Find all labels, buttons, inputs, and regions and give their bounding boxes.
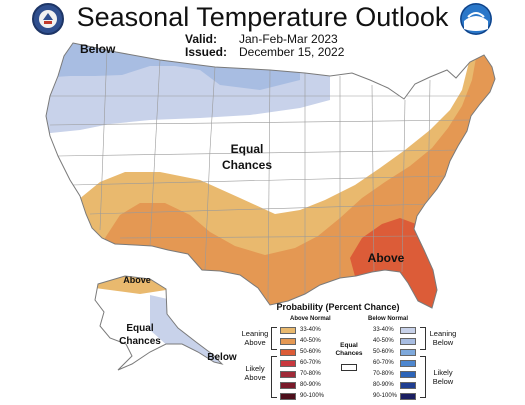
label-below-nw: Below <box>80 42 116 56</box>
below-range-label-5: 80-90% <box>373 382 394 388</box>
above-range-label-5: 80-90% <box>300 382 321 388</box>
label-equal-chances-1: Equal <box>231 142 264 156</box>
below-swatch-6 <box>400 393 416 400</box>
legend-leaning-above: Leaning Above <box>240 329 270 347</box>
legend-equal-chances: Equal Chances <box>334 342 364 358</box>
label-equal-chances-2: Chances <box>222 158 272 172</box>
issued-label: Issued: <box>185 45 228 59</box>
se-above-50-60 <box>350 218 438 308</box>
below-range-label-2: 50-60% <box>373 349 394 355</box>
below-swatch-3 <box>400 360 416 367</box>
above-swatch-1 <box>280 338 296 345</box>
below-range-label-4: 70-80% <box>373 371 394 377</box>
above-range-label-0: 33-40% <box>300 327 321 333</box>
noaa-logo-icon <box>460 3 492 35</box>
label-ak-above: Above <box>123 275 151 285</box>
legend-title: Probability (Percent Chance) <box>276 302 400 312</box>
above-swatch-0 <box>280 327 296 334</box>
legend-likely-below-l1: Likely <box>433 368 453 377</box>
legend-leaning-below: Leaning Below <box>428 329 458 347</box>
below-range-label-0: 33-40% <box>373 327 394 333</box>
above-range-label-3: 60-70% <box>300 360 321 366</box>
above-range-label-4: 70-80% <box>300 371 321 377</box>
above-swatch-2 <box>280 349 296 356</box>
above-swatch-5 <box>280 382 296 389</box>
below-range-label-1: 40-50% <box>373 338 394 344</box>
brace-likely-below <box>420 356 426 398</box>
issued-line: Issued: December 15, 2022 <box>185 45 344 59</box>
page-title: Seasonal Temperature Outlook <box>76 2 449 32</box>
commerce-seal-icon <box>32 3 64 35</box>
south-above-33-40 <box>60 50 495 308</box>
legend-leaning-below-l1: Leaning <box>429 329 457 338</box>
above-swatch-3 <box>280 360 296 367</box>
legend-equal-chances-l1: Equal <box>340 342 358 349</box>
below-swatch-1 <box>400 338 416 345</box>
below-range-label-3: 60-70% <box>373 360 394 366</box>
legend-above-header: Above Normal <box>290 316 331 322</box>
above-range-label-6: 90-100% <box>300 393 325 399</box>
label-ak-equal-1: Equal <box>126 323 153 334</box>
probability-legend: Probability (Percent Chance) Above Norma… <box>238 302 523 402</box>
label-ak-below: Below <box>207 352 237 363</box>
below-swatch-2 <box>400 349 416 356</box>
legend-likely-below: Likely Below <box>428 368 458 386</box>
above-swatch-4 <box>280 371 296 378</box>
valid-value: Jan-Feb-Mar 2023 <box>239 32 338 46</box>
below-range-label-6: 90-100% <box>373 393 398 399</box>
legend-likely-above-l1: Likely <box>245 364 265 373</box>
legend-equal-chances-l2: Chances <box>335 350 363 357</box>
legend-likely-above: Likely Above <box>240 364 270 382</box>
legend-leaning-above-l1: Leaning <box>241 329 269 338</box>
legend-likely-above-l2: Above <box>244 373 266 382</box>
legend-below-header: Below Normal <box>368 316 409 322</box>
brace-leaning-above <box>271 327 277 350</box>
legend-leaning-above-l2: Above <box>244 338 266 347</box>
legend-likely-below-l2: Below <box>432 377 454 386</box>
equal-chances-swatch <box>341 364 357 371</box>
issued-value: December 15, 2022 <box>239 45 345 59</box>
valid-line: Valid: Jan-Feb-Mar 2023 <box>185 32 338 46</box>
below-swatch-4 <box>400 371 416 378</box>
above-range-label-2: 50-60% <box>300 349 321 355</box>
label-ak-equal-2: Chances <box>119 336 161 347</box>
above-swatch-6 <box>280 393 296 400</box>
above-range-label-1: 40-50% <box>300 338 321 344</box>
ak-above-33-40 <box>95 276 170 294</box>
conus-outline <box>45 42 496 309</box>
valid-label: Valid: <box>185 32 218 46</box>
state-boundaries <box>49 49 471 301</box>
below-swatch-0 <box>400 327 416 334</box>
label-above-se: Above <box>368 251 405 265</box>
below-swatch-5 <box>400 382 416 389</box>
legend-leaning-below-l2: Below <box>432 338 454 347</box>
alaska-outline <box>94 275 224 371</box>
brace-likely-above <box>271 356 277 398</box>
nw-below-40-50 <box>46 43 300 90</box>
brace-leaning-below <box>420 327 426 350</box>
